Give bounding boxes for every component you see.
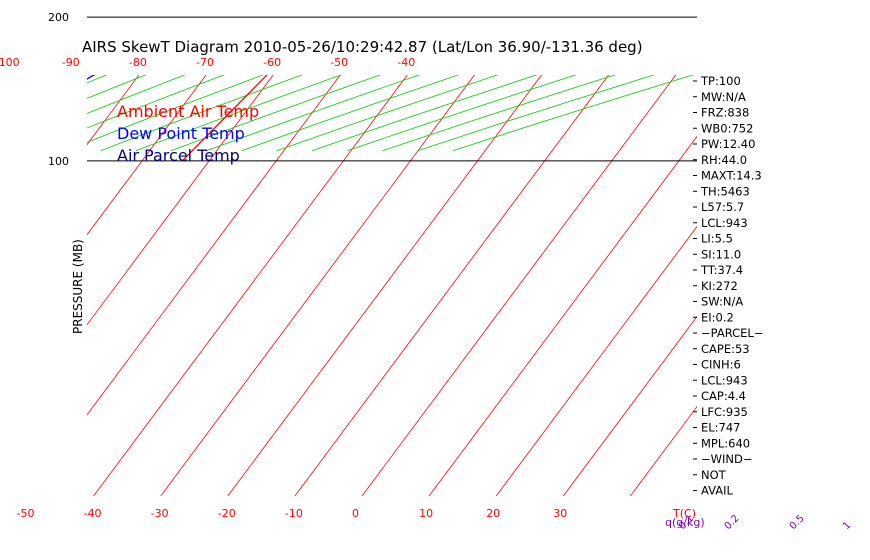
- index-item: −WIND−: [701, 452, 753, 466]
- index-item: MAXT:14.3: [701, 169, 762, 183]
- moist-adiabat-line: [643, 0, 870, 17]
- dry-adiabat-line: [0, 0, 729, 151]
- moist-adiabat-line: [9, 0, 870, 17]
- legend-dew-point-temp: Dew Point Temp: [117, 124, 245, 143]
- index-item: TT:37.4: [700, 263, 743, 277]
- background-grid: [0, 0, 870, 496]
- dry-adiabat-line: [241, 75, 460, 152]
- moist-adiabat-line: [59, 0, 870, 17]
- top-temp-tick-label: -60: [263, 56, 281, 69]
- isotherm-line: [765, 75, 870, 496]
- index-item: TP:100: [700, 74, 741, 88]
- index-item: CINH:6: [701, 358, 741, 372]
- isotherm-line: [495, 225, 697, 496]
- index-item: EL:747: [701, 421, 741, 435]
- isotherm-line: [93, 75, 408, 496]
- isotherm-line: [630, 405, 697, 496]
- mixing-ratio-unit: q(g/kg): [665, 516, 705, 529]
- isotherm-line: [160, 75, 475, 496]
- index-item: LCL:943: [701, 373, 748, 387]
- isotherm-line: [0, 75, 5, 496]
- isotherm-line: [227, 75, 542, 496]
- pressure-tick-label: 200: [48, 11, 69, 24]
- index-item: NOT: [701, 468, 727, 482]
- index-item: −PARCEL−: [701, 326, 763, 340]
- mixing-ratio-tick-label: 1: [841, 520, 853, 532]
- isotherm-line: [428, 135, 697, 496]
- top-temp-tick-label: -40: [397, 56, 415, 69]
- index-item: LI:5.5: [701, 232, 733, 246]
- top-temp-tick-label: -100: [0, 56, 20, 69]
- index-item: CAPE:53: [701, 342, 750, 356]
- isotherm-line: [361, 75, 677, 496]
- y-axis-label: PRESSURE (MB): [71, 239, 85, 334]
- bottom-temp-tick-label: 20: [486, 507, 500, 520]
- legend-ambient-air-temp: Ambient Air Temp: [117, 102, 259, 121]
- bottom-temp-tick-label: 10: [419, 507, 433, 520]
- bottom-temp-tick-label: -10: [285, 507, 303, 520]
- isotherm-line: [294, 75, 609, 496]
- isotherm-line: [562, 315, 697, 496]
- bottom-temp-unit: T(C): [672, 507, 696, 520]
- bottom-temp-tick-label: 0: [352, 507, 359, 520]
- index-item: LCL:943: [701, 216, 748, 230]
- isotherm-line: [0, 75, 72, 496]
- index-item: WB0:752: [701, 121, 753, 135]
- pressure-lines: [87, 16, 697, 162]
- index-item: PW:12.40: [701, 137, 755, 151]
- top-temp-tick-label: -70: [196, 56, 214, 69]
- index-item: SW:N/A: [701, 295, 743, 309]
- index-item: EI:0.2: [701, 310, 734, 324]
- index-item: L57:5.7: [701, 200, 744, 214]
- index-item: RH:44.0: [701, 153, 747, 167]
- bottom-temp-tick-label: -40: [84, 507, 102, 520]
- dry-adiabat-line: [135, 75, 343, 152]
- bottom-temp-tick-label: -30: [151, 507, 169, 520]
- moist-adiabat-line: [160, 0, 870, 17]
- top-temp-tick-label: -90: [62, 56, 80, 69]
- legend-air-parcel-temp: Air Parcel Temp: [117, 146, 240, 165]
- moist-adiabat-line: [121, 0, 870, 17]
- index-item: AVAIL: [701, 484, 734, 498]
- index-item: SI:11.0: [701, 247, 741, 261]
- index-item: KI:272: [701, 279, 738, 293]
- moist-adiabat-line: [485, 0, 870, 17]
- pressure-tick-label: 100: [48, 155, 69, 168]
- mixing-ratio-tick-label: 0.2: [723, 513, 742, 532]
- index-item: MW:N/A: [701, 90, 746, 104]
- moist-adiabat-line: [322, 0, 870, 17]
- moist-adiabat-line: [88, 0, 870, 17]
- chart-title: AIRS SkewT Diagram 2010-05-26/10:29:42.8…: [82, 38, 643, 56]
- dry-adiabat-line: [170, 75, 382, 152]
- moist-adiabat-line: [33, 0, 870, 17]
- ambient-air-temp-line: [181, 75, 268, 162]
- dry-adiabat-line: [382, 75, 617, 152]
- index-item: LFC:935: [701, 405, 748, 419]
- index-item: FRZ:838: [701, 106, 749, 120]
- isotherm-line: [87, 75, 341, 416]
- isotherm-line: [87, 75, 207, 236]
- index-item: TH:5463: [700, 184, 750, 198]
- bottom-temp-tick-label: 30: [553, 507, 567, 520]
- dry-adiabat-line: [417, 75, 656, 152]
- moist-adiabat-line: [398, 0, 870, 17]
- index-item: MPL:640: [701, 436, 750, 450]
- moist-adiabat-line: [570, 0, 870, 17]
- index-item: CAP:4.4: [701, 389, 746, 403]
- moist-adiabat-line: [258, 0, 870, 17]
- dry-adiabat-line: [311, 75, 538, 152]
- top-temp-tick-label: -50: [330, 56, 348, 69]
- legend: Ambient Air Temp Dew Point Temp Air Parc…: [117, 102, 259, 165]
- dry-adiabat-line: [206, 75, 421, 152]
- bottom-temp-tick-label: -20: [218, 507, 236, 520]
- top-temp-tick-label: -80: [129, 56, 147, 69]
- axis-tick-labels: 1002003004005006007008009001000-120-110-…: [0, 11, 853, 532]
- bottom-temp-tick-label: -50: [17, 507, 35, 520]
- dry-adiabat-line: [452, 75, 695, 152]
- moist-adiabat-line: [204, 0, 870, 17]
- mixing-ratio-tick-label: 0.5: [788, 513, 807, 532]
